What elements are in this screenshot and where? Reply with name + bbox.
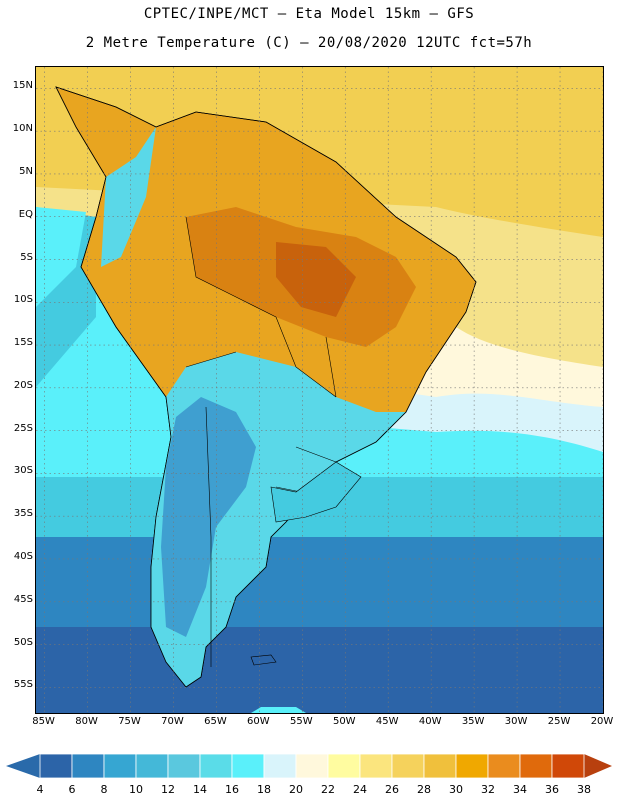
lon-label: 75W — [118, 716, 141, 727]
legend-swatch — [295, 753, 329, 779]
lon-label: 25W — [547, 716, 571, 727]
lat-label: 15N — [12, 80, 33, 92]
coastline — [55, 86, 477, 688]
legend-label: 38 — [577, 783, 591, 796]
lat-label: 40S — [13, 550, 33, 562]
legend-swatch — [199, 753, 233, 779]
lon-label: 40W — [418, 716, 442, 727]
map-panel — [35, 66, 604, 714]
lat-label: 45S — [13, 593, 33, 605]
lat-label: 10S — [13, 294, 33, 306]
legend-label: 6 — [68, 783, 76, 796]
legend-swatch — [519, 753, 553, 779]
legend-swatch — [423, 753, 457, 779]
legend-swatch — [263, 753, 297, 779]
legend-label: 16 — [225, 783, 239, 796]
lon-label: 35W — [461, 716, 485, 727]
legend-swatch — [135, 753, 169, 779]
hottest-zone — [276, 242, 356, 317]
northern-andes-zone — [101, 127, 156, 267]
lat-label: 35S — [13, 508, 33, 520]
legend-swatch — [551, 753, 585, 779]
falkland-islands — [250, 654, 277, 666]
legend-swatch — [359, 753, 393, 779]
legend-swatch — [455, 753, 489, 779]
legend-label: 34 — [513, 783, 527, 796]
map-title: CPTEC/INPE/MCT – Eta Model 15km – GFS — [143, 6, 475, 22]
legend-label: 12 — [161, 783, 175, 796]
lat-label: 10N — [12, 123, 33, 135]
legend-swatch — [327, 753, 361, 779]
temperature-map — [36, 67, 603, 713]
legend-swatch — [391, 753, 425, 779]
lon-label: 70W — [161, 716, 184, 727]
lon-label: 45W — [375, 716, 399, 727]
legend-label: 10 — [129, 783, 143, 796]
lon-label: 65W — [204, 716, 227, 727]
lon-label: 20W — [590, 716, 614, 727]
map-subtitle: 2 Metre Temperature (C) – 20/08/2020 12U… — [85, 35, 533, 51]
legend-label: 8 — [100, 783, 108, 796]
lon-label: 55W — [290, 716, 313, 727]
color-legend — [6, 753, 612, 779]
lat-label: 55S — [13, 679, 33, 691]
lon-label: 30W — [504, 716, 528, 727]
legend-low-arrow — [6, 754, 40, 778]
lat-label: 5N — [19, 165, 33, 177]
legend-swatch — [39, 753, 73, 779]
lat-label: 30S — [13, 465, 33, 477]
legend-swatch — [487, 753, 521, 779]
legend-swatches — [39, 753, 585, 779]
legend-label: 22 — [321, 783, 335, 796]
legend-label: 32 — [481, 783, 495, 796]
andes-cold-zone — [161, 397, 256, 637]
graticule — [36, 67, 603, 713]
lat-label: 25S — [13, 422, 33, 434]
legend-label: 26 — [385, 783, 399, 796]
tierra-del-fuego — [251, 707, 306, 713]
legend-label: 18 — [257, 783, 271, 796]
lon-label: 50W — [332, 716, 356, 727]
uruguay-region — [270, 461, 362, 523]
lat-label: EQ — [18, 208, 33, 220]
pacific-band-warm — [36, 207, 86, 307]
ocean-band-27c — [36, 67, 603, 237]
legend-label: 36 — [545, 783, 559, 796]
legend-swatch — [103, 753, 137, 779]
legend-label: 24 — [353, 783, 367, 796]
legend-label: 28 — [417, 783, 431, 796]
lat-label: 50S — [13, 636, 33, 648]
legend-swatch — [71, 753, 105, 779]
legend-swatch — [231, 753, 265, 779]
legend-high-arrow — [584, 754, 612, 778]
lat-label: 20S — [13, 379, 33, 391]
legend-label: 14 — [193, 783, 207, 796]
legend-swatch — [167, 753, 201, 779]
lon-label: 60W — [247, 716, 270, 727]
lat-label: 5S — [20, 251, 33, 263]
lat-label: 15S — [13, 337, 33, 349]
lon-label: 80W — [75, 716, 98, 727]
legend-label: 4 — [36, 783, 44, 796]
continent — [55, 86, 477, 713]
legend-label: 20 — [289, 783, 303, 796]
lon-label: 85W — [32, 716, 55, 727]
legend-label: 30 — [449, 783, 463, 796]
